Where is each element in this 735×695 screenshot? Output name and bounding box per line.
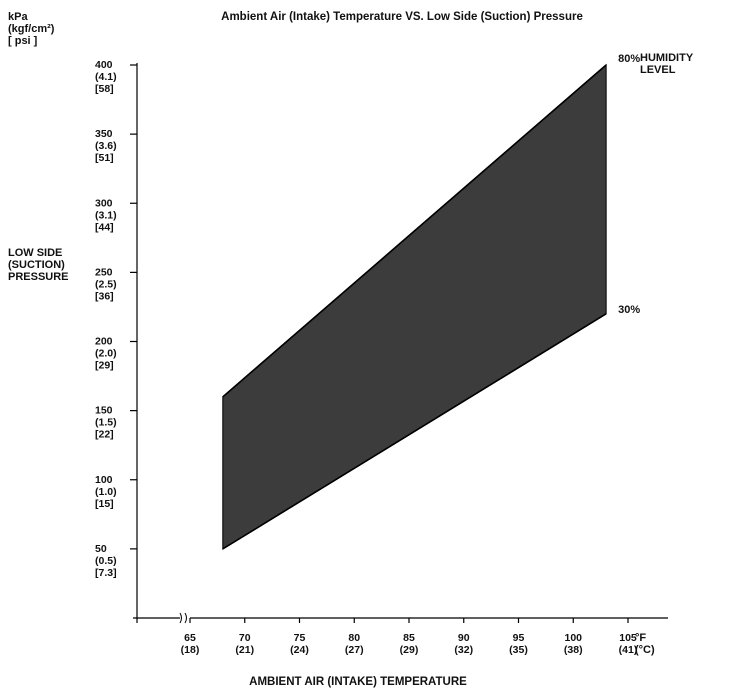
x-unit-celsius: (°C) xyxy=(635,644,655,656)
y-axis-label-line-1: LOW SIDE xyxy=(8,247,62,259)
x-tick-label-90-0: 90 xyxy=(458,632,470,644)
y-tick-label-100-2: [15] xyxy=(95,498,114,510)
y-tick-label-250-0: 250 xyxy=(95,266,113,278)
y-tick-label-350-1: (3.6) xyxy=(95,140,117,152)
y-tick-label-400-0: 400 xyxy=(95,59,113,71)
y-tick-label-150-1: (1.5) xyxy=(95,417,117,429)
x-tick-label-85-1: (29) xyxy=(400,644,419,656)
y-tick-label-300-0: 300 xyxy=(95,197,113,209)
x-tick-label-90-1: (32) xyxy=(454,644,473,656)
series-label-80-percent: 80% xyxy=(618,53,640,65)
y-tick-label-100-0: 100 xyxy=(95,474,113,486)
y-tick-label-50-0: 50 xyxy=(95,543,107,555)
series-line-30-percent xyxy=(222,313,607,550)
y-unit-psi: [ psi ] xyxy=(8,35,38,47)
x-tick-label-95-0: 95 xyxy=(513,632,525,644)
x-tick-label-80-1: (27) xyxy=(345,644,364,656)
y-tick-label-150-0: 150 xyxy=(95,405,113,417)
y-tick-label-400-1: (4.1) xyxy=(95,71,117,83)
y-tick-label-150-2: [22] xyxy=(95,429,114,441)
x-tick-label-100-0: 100 xyxy=(564,632,582,644)
chart-title: Ambient Air (Intake) Temperature VS. Low… xyxy=(221,11,583,23)
y-tick-label-200-2: [29] xyxy=(95,360,114,372)
x-tick-label-105-1: (41) xyxy=(619,644,638,656)
plot-area: 80% 30% 400(4.1)[58] 350(3.6)[51] 300(3.1)[4… xyxy=(95,53,668,656)
y-tick-label-250-2: [36] xyxy=(95,290,114,302)
y-tick-label-200-0: 200 xyxy=(95,336,113,348)
y-tick-label-50-2: [7.3] xyxy=(95,567,117,579)
y-unit-kgf: (kgf/cm²) xyxy=(8,23,55,35)
x-tick-label-70-0: 70 xyxy=(239,632,251,644)
axis-break-mark xyxy=(179,612,187,624)
x-tick-label-75-1: (24) xyxy=(290,644,309,656)
y-tick-label-400-2: [58] xyxy=(95,83,114,95)
x-tick-label-75-0: 75 xyxy=(294,632,306,644)
y-axis-label-line-3: PRESSURE xyxy=(8,271,69,283)
legend: HUMIDITY LEVEL xyxy=(640,52,694,76)
humidity-band xyxy=(222,63,607,550)
x-tick-label-105-0: 105 xyxy=(619,632,637,644)
y-tick-label-100-1: (1.0) xyxy=(95,486,117,498)
x-tick-label-65-0: 65 xyxy=(184,632,196,644)
series-label-30-percent: 30% xyxy=(618,304,640,316)
x-unit-label: °F (°C) xyxy=(635,632,655,656)
x-tick-label-100-1: (38) xyxy=(564,644,583,656)
legend-title-line-2: LEVEL xyxy=(640,64,676,76)
y-tick-label-350-0: 350 xyxy=(95,128,113,140)
series-line-80-percent xyxy=(222,64,607,398)
x-tick-label-85-0: 85 xyxy=(403,632,415,644)
x-tick-label-65-1: (18) xyxy=(181,644,200,656)
y-tick-label-200-1: (2.0) xyxy=(95,348,117,360)
y-axis-label: LOW SIDE (SUCTION) PRESSURE xyxy=(8,247,69,283)
y-tick-label-300-2: [44] xyxy=(95,221,114,233)
x-tick-label-80-0: 80 xyxy=(348,632,360,644)
y-unit-kpa: kPa xyxy=(8,11,28,23)
legend-title-line-1: HUMIDITY xyxy=(640,52,694,64)
y-tick-label-50-1: (0.5) xyxy=(95,555,117,567)
y-axis-label-line-2: (SUCTION) xyxy=(8,259,65,271)
y-tick-label-250-1: (2.5) xyxy=(95,278,117,290)
x-unit-fahrenheit: °F xyxy=(635,632,646,644)
x-tick-label-70-1: (21) xyxy=(235,644,254,656)
y-tick-label-350-2: [51] xyxy=(95,152,114,164)
y-tick-label-300-1: (3.1) xyxy=(95,209,117,221)
x-axis-label: AMBIENT AIR (INTAKE) TEMPERATURE xyxy=(249,676,467,688)
y-unit-header: kPa (kgf/cm²) [ psi ] xyxy=(8,11,55,47)
x-tick-label-95-1: (35) xyxy=(509,644,528,656)
